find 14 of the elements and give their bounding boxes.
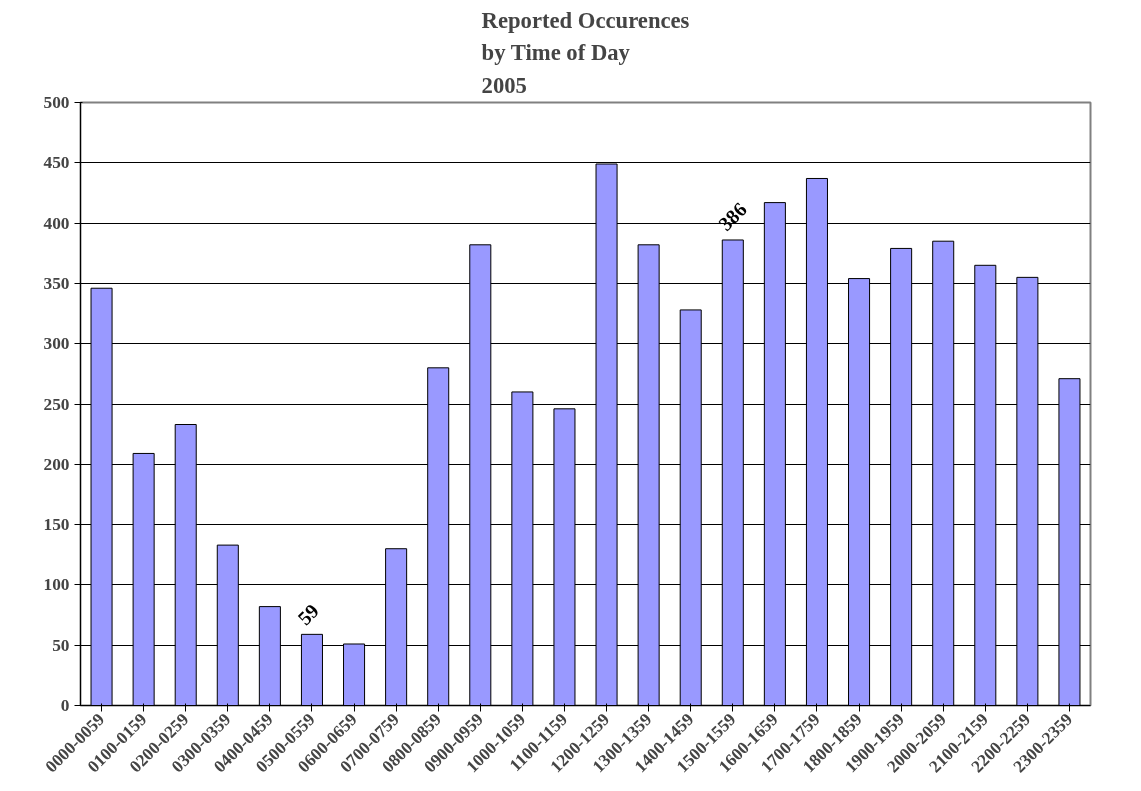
y-tick-label: 300 xyxy=(43,334,70,354)
y-tick-label: 500 xyxy=(43,93,70,112)
chart-title: Reported Occurences by Time of Day 2005 xyxy=(481,7,690,98)
y-tick-label: 0 xyxy=(60,696,70,715)
y-tick-label: 400 xyxy=(43,213,70,233)
y-tick-label: 200 xyxy=(43,454,70,474)
y-tick-label: 450 xyxy=(43,153,70,173)
y-tick-label: 150 xyxy=(43,515,70,535)
y-tick-label: 350 xyxy=(43,273,70,293)
y-tick-label: 100 xyxy=(43,575,70,595)
y-tick-label: 250 xyxy=(43,394,70,414)
data-label: 59 xyxy=(293,599,323,630)
y-tick-label: 50 xyxy=(52,635,70,655)
data-label: 386 xyxy=(714,198,751,235)
